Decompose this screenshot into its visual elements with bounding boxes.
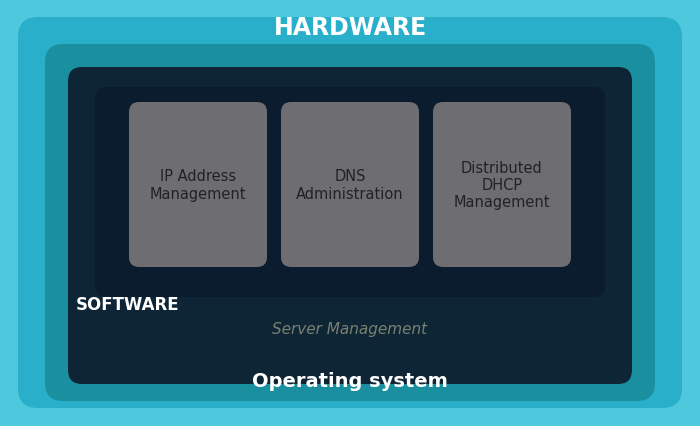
Text: Distributed
DHCP
Management: Distributed DHCP Management [454, 160, 550, 210]
FancyBboxPatch shape [129, 103, 267, 268]
FancyBboxPatch shape [95, 88, 605, 297]
FancyBboxPatch shape [433, 103, 571, 268]
Text: SOFTWARE: SOFTWARE [76, 295, 180, 313]
FancyBboxPatch shape [45, 45, 655, 401]
FancyBboxPatch shape [281, 103, 419, 268]
FancyBboxPatch shape [68, 68, 632, 384]
Text: IP Address
Management: IP Address Management [150, 169, 246, 201]
Text: Operating system: Operating system [252, 371, 448, 391]
Text: HARDWARE: HARDWARE [274, 16, 426, 40]
Text: Server Management: Server Management [272, 322, 428, 337]
Text: DNS
Administration: DNS Administration [296, 169, 404, 201]
FancyBboxPatch shape [18, 18, 682, 408]
